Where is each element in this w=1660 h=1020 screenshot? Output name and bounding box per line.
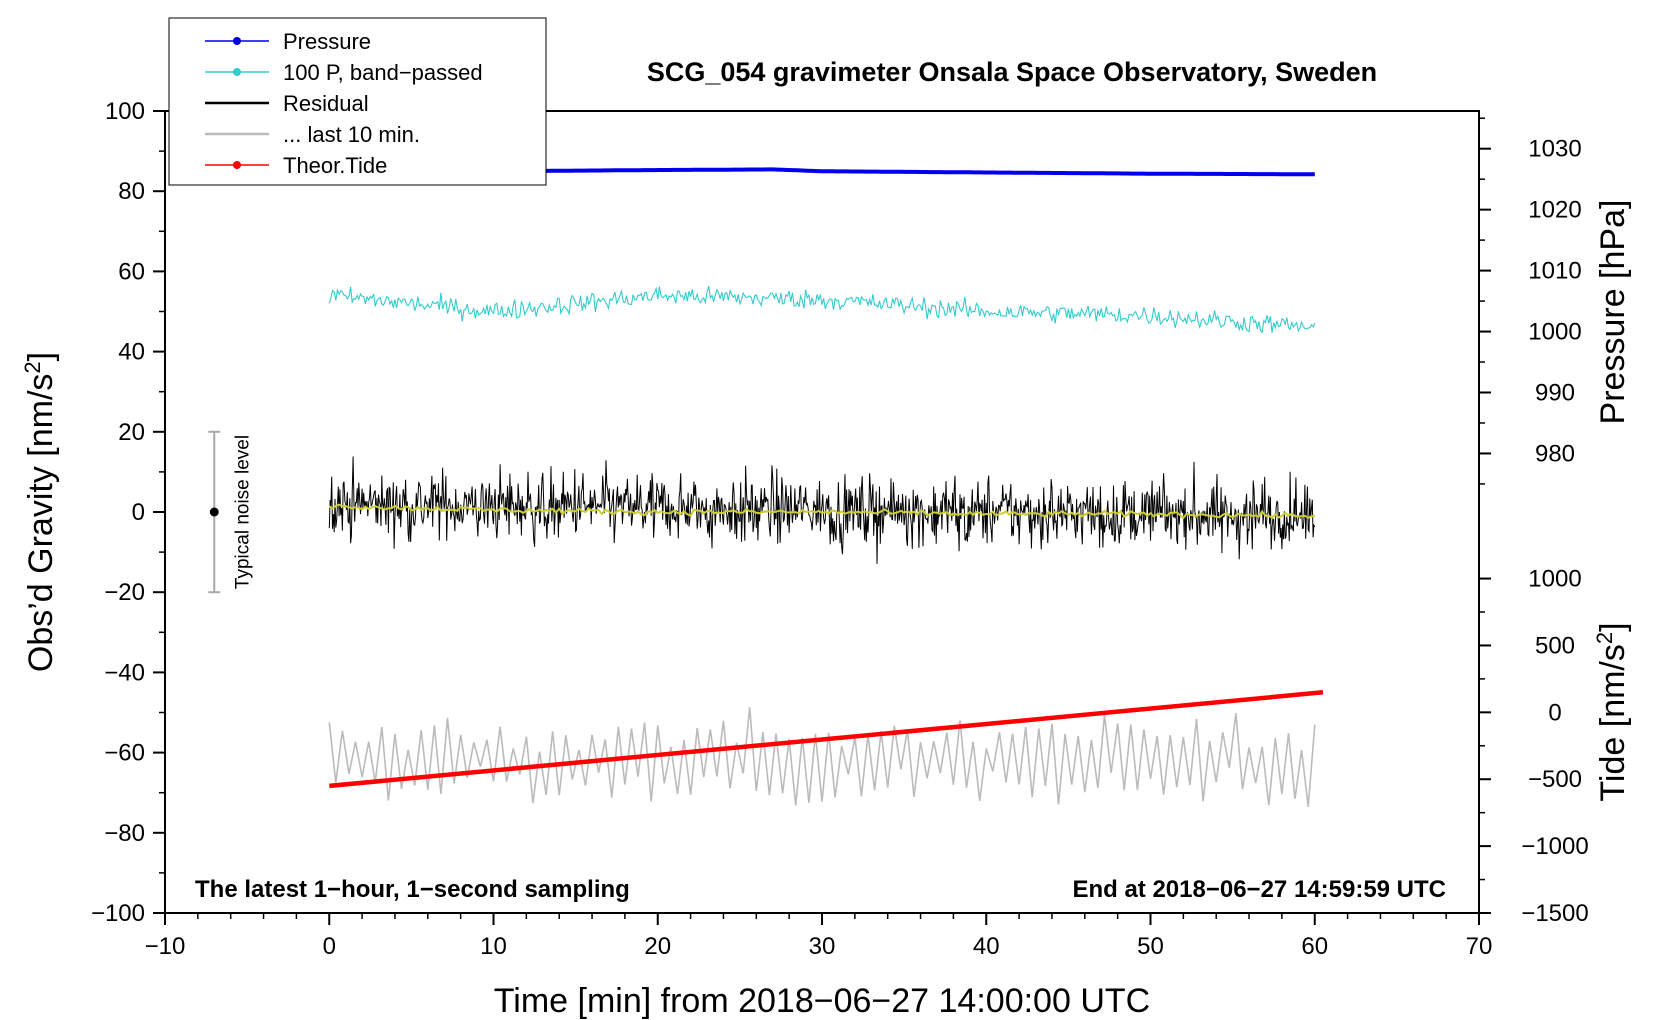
y-tick-label: 100 [105,98,145,125]
pressure-axis-ticks: 980 990 1000 1010 1020 1030 [1479,117,1582,485]
y-tick-label: 0 [132,499,145,526]
y-tick-label: 40 [118,339,145,366]
x-tick-label: 50 [1137,933,1164,960]
band-passed-line [328,285,1316,334]
pressure-tick-label: 1030 [1528,136,1581,163]
tide-tick-label: −1000 [1521,833,1588,860]
y-axis-title-tide-main: Tide [nm/s [1594,644,1632,801]
x-tick-label: 40 [973,933,1000,960]
y-axis-title-left-main: Obs’d Gravity [nm/s [22,374,60,673]
y-tick-label: 80 [118,178,145,205]
x-tick-label: 70 [1466,933,1493,960]
y-tick-label: −20 [104,579,145,606]
pressure-tick-label: 1000 [1528,319,1581,346]
legend-label: 100 P, band−passed [283,60,483,85]
series-band-passed-pressure [328,285,1316,334]
pressure-tick-label: 980 [1535,440,1575,467]
annotation-sampling: The latest 1−hour, 1−second sampling [195,876,630,903]
pressure-tick-label: 1020 [1528,197,1581,224]
y-axis-ticks: −100 −80 −60 −40 −20 0 20 40 60 80 100 [91,98,165,927]
legend-label: Residual [283,91,369,116]
y-axis-title-left-sup: 2 [20,361,45,373]
x-tick-label: 30 [809,933,836,960]
y-axis-title-tide: Tide [nm/s2] [1592,622,1632,801]
tide-tick-label: 0 [1548,699,1561,726]
tide-axis-ticks: −1500 −1000 −500 0 500 1000 [1479,566,1589,927]
residual-mean-line [328,503,1315,520]
y-tick-label: −60 [104,740,145,767]
legend: Pressure 100 P, band−passed Residual ... la… [168,17,547,186]
x-axis-title: Time [min] from 2018−06−27 14:00:00 UTC [494,982,1150,1020]
last-10-min-line [328,707,1316,807]
legend-box [168,17,547,186]
x-tick-label: 10 [480,933,507,960]
y-axis-title-tide-end: ] [1594,622,1632,631]
y-axis-title-left: Obs’d Gravity [nm/s2] [20,352,60,672]
legend-marker [233,68,241,76]
tide-line [329,690,1324,789]
y-tick-label: −100 [91,900,145,927]
series-residual-mean [328,503,1315,520]
noise-level-marker: Typical noise level [208,430,253,594]
legend-label: Pressure [283,29,371,54]
x-tick-label: 60 [1301,933,1328,960]
legend-label: ... last 10 min. [283,122,420,147]
y-axis-title-pressure: Pressure [hPa] [1594,200,1632,425]
tide-tick-label: 500 [1535,632,1575,659]
y-tick-label: 60 [118,258,145,285]
noise-label: Typical noise level [232,435,253,589]
y-tick-label: −40 [104,659,145,686]
series-last-10-min [328,707,1316,807]
noise-center-dot [209,507,219,517]
y-axis-title-tide-sup: 2 [1592,632,1617,644]
tide-tick-label: −500 [1528,766,1582,793]
tide-tick-label: −1500 [1521,900,1588,927]
x-tick-label: 0 [323,933,336,960]
legend-marker [233,161,241,169]
legend-marker [233,37,241,45]
tide-tick-label: 1000 [1528,566,1581,593]
annotation-end-time: End at 2018−06−27 14:59:59 UTC [1072,876,1446,903]
y-tick-label: −80 [104,820,145,847]
y-axis-title-left-end: ] [22,352,60,361]
x-axis-ticks: −10 0 10 20 30 40 50 60 70 [145,913,1493,960]
residual-line [328,456,1316,564]
pressure-tick-label: 990 [1535,380,1575,407]
x-tick-label: 20 [644,933,671,960]
x-tick-label: −10 [145,933,186,960]
legend-label: Theor.Tide [283,153,387,178]
series-residual [328,456,1316,564]
series-theoretical-tide [329,690,1324,789]
chart-title: SCG_054 gravimeter Onsala Space Observat… [647,57,1377,87]
pressure-tick-label: 1010 [1528,258,1581,285]
y-tick-label: 20 [118,419,145,446]
